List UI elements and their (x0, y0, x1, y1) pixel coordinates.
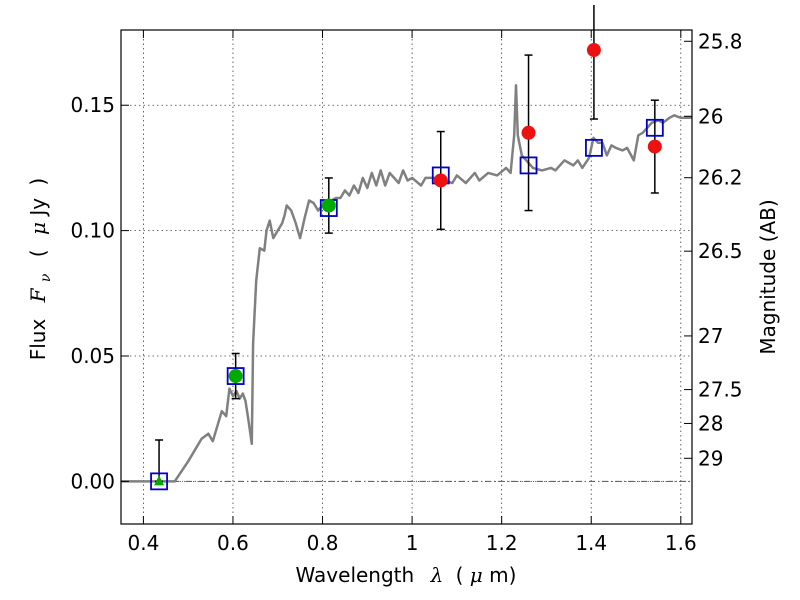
x-tick-label: 1.2 (486, 531, 518, 555)
y-tick-label: 0.05 (70, 344, 115, 368)
x-tick-label: 1.6 (665, 531, 697, 555)
mag-tick-label: 26.2 (698, 166, 743, 190)
magnitude-axis-label: Magnitude (AB) (756, 199, 780, 354)
model-band-square (585, 138, 603, 157)
mag-tick-label: 28 (698, 411, 723, 435)
plot-area (121, 30, 692, 524)
optical-triangle-point (154, 475, 165, 486)
y-label-paren-close: ) (26, 178, 50, 186)
x-label-word: Wavelength (296, 563, 415, 587)
y-label-nu: ν (38, 273, 54, 282)
nir-point (586, 43, 601, 58)
x-tick-label: 1.4 (575, 531, 607, 555)
mag-tick-label: 27 (698, 324, 723, 348)
x-label-mu: μ (470, 563, 483, 587)
nir-point (521, 125, 536, 140)
model-band-square (645, 118, 664, 137)
axis-ticks: 0.4 0.6 0.8 1 1.2 1.4 1.6 0.00 0.05 0.10 0.15 25.8 2… (70, 29, 742, 555)
y-label-mu: μ (26, 222, 50, 235)
y-tick-label: 0.15 (70, 93, 115, 117)
optical-point (321, 198, 336, 213)
mag-tick-label: 29 (698, 446, 723, 470)
x-label-paren-open: ( (456, 563, 464, 587)
model-band-square (150, 472, 168, 491)
x-tick-label: 0.8 (307, 531, 339, 555)
x-axis-label: Wavelength λ ( μ m) (296, 563, 517, 587)
nir-point (647, 139, 662, 154)
model-band-square (226, 367, 245, 385)
y-label-f: F (26, 287, 50, 303)
y-axis-label: Flux F ν ( μ Jy ) (26, 178, 55, 361)
y-tick-label: 0.10 (70, 219, 115, 243)
mag-tick-label: 26 (698, 104, 723, 128)
y-label-jy: Jy (26, 198, 50, 218)
plot-frame (120, 29, 693, 525)
x-tick-label: 0.6 (217, 531, 249, 555)
model-band-square (519, 156, 538, 175)
mag-tick-label: 27.5 (698, 378, 743, 402)
y-label-word: Flux (26, 319, 50, 361)
x-label-unit: m) (489, 563, 516, 587)
y-tick-label: 0.00 (70, 469, 115, 493)
model-spectrum-line (121, 83, 692, 483)
model-spectrum-group (121, 83, 692, 483)
x-label-lambda: λ (430, 563, 444, 587)
x-tick-label: 0.4 (127, 531, 159, 555)
x-tick-label: 1 (406, 531, 419, 555)
observed-fluxes (154, 43, 662, 486)
optical-point (228, 369, 243, 384)
mag-tick-label: 26.5 (698, 239, 743, 263)
mag-tick-label: 25.8 (698, 29, 743, 53)
y-label-paren-open: ( (26, 249, 50, 257)
nir-point (433, 173, 448, 188)
